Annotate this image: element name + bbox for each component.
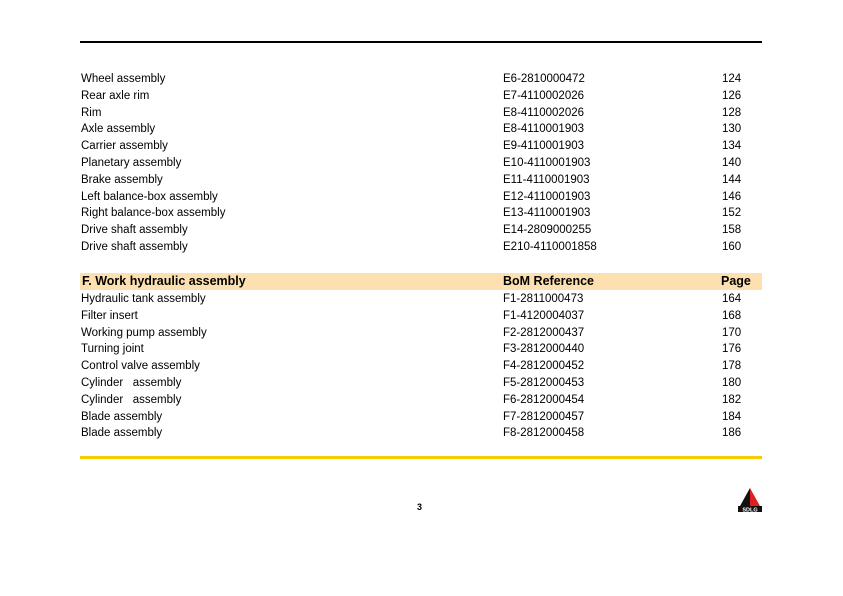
item-name: Rim (81, 106, 102, 119)
table-row: Filter insert F1-4120004037 168 (81, 308, 761, 325)
page-ref: 184 (722, 410, 742, 423)
sdlg-logo: SDLG (738, 488, 762, 513)
section-title: F. Work hydraulic assembly (82, 274, 246, 288)
item-name: Rear axle rim (81, 89, 150, 102)
bom-reference: E8-4110002026 (503, 106, 584, 119)
table-row: Blade assembly F7-2812000457 184 (81, 409, 761, 426)
bottom-rule (80, 456, 762, 459)
bom-reference: F5-2812000453 (503, 376, 585, 389)
item-name: Right balance-box assembly (81, 207, 226, 220)
bom-reference: E13-4110001903 (503, 207, 591, 220)
svg-text:SDLG: SDLG (742, 507, 757, 513)
page-ref: 130 (722, 123, 742, 136)
bom-reference: E11-4110001903 (503, 173, 590, 186)
page-ref: 176 (722, 343, 742, 356)
section-e-table: Wheel assembly E6-2810000472 124 Rear axle … (81, 71, 761, 256)
bom-reference: F7-2812000457 (503, 410, 585, 423)
bom-reference: F6-2812000454 (503, 393, 585, 406)
table-row: Brake assembly E11-4110001903 144 (81, 172, 761, 189)
page-ref: 182 (722, 393, 742, 406)
bom-reference: E210-4110001858 (503, 240, 597, 253)
item-name: Blade assembly (81, 427, 163, 440)
table-row: Drive shaft assembly E14-2809000255 158 (81, 222, 761, 239)
table-row: Planetary assembly E10-4110001903 140 (81, 155, 761, 172)
bom-reference: E6-2810000472 (503, 73, 585, 85)
item-name: Filter insert (81, 309, 138, 322)
section-f-header: F. Work hydraulic assembly BoM Reference… (80, 273, 762, 290)
bom-reference: E10-4110001903 (503, 156, 591, 169)
table-row: Control valve assembly F4-2812000452 178 (81, 358, 761, 375)
item-name: Brake assembly (81, 173, 163, 186)
table-row: Hydraulic tank assembly F1-2811000473 164 (81, 291, 761, 308)
bom-reference: E8-4110001903 (503, 123, 584, 136)
item-name: Hydraulic tank assembly (81, 293, 206, 305)
bom-reference: E9-4110001903 (503, 140, 584, 153)
bom-reference: F8-2812000458 (503, 427, 585, 440)
item-name: Cylinder assembly (81, 376, 182, 389)
bom-reference: F1-4120004037 (503, 309, 585, 322)
page-ref: 140 (722, 156, 742, 169)
bom-reference: E7-4110002026 (503, 89, 584, 102)
item-name: Cylinder assembly (81, 393, 182, 406)
table-row: Left balance-box assembly E12-4110001903 1… (81, 189, 761, 206)
item-name: Carrier assembly (81, 140, 168, 153)
table-row: Cylinder assembly F6-2812000454 182 (81, 392, 761, 409)
page-ref: 178 (722, 360, 742, 373)
page-ref: 128 (722, 106, 742, 119)
bom-reference: F4-2812000452 (503, 360, 585, 373)
table-row: Drive shaft assembly E210-4110001858 160 (81, 239, 761, 256)
item-name: Wheel assembly (81, 73, 166, 85)
page-ref: 164 (722, 293, 742, 305)
page-ref: 152 (722, 207, 742, 220)
table-row: Turning joint F3-2812000440 176 (81, 341, 761, 358)
table-row: Right balance-box assembly E13-4110001903… (81, 205, 761, 222)
page-ref: 160 (722, 240, 742, 253)
item-name: Axle assembly (81, 123, 156, 136)
section-f-table: Hydraulic tank assembly F1-2811000473 164 F… (81, 291, 761, 442)
item-name: Blade assembly (81, 410, 163, 423)
col-header-page: Page (721, 274, 751, 288)
item-name: Drive shaft assembly (81, 240, 188, 253)
bom-reference: F3-2812000440 (503, 343, 585, 356)
page-ref: 134 (722, 140, 742, 153)
col-header-ref: BoM Reference (503, 274, 594, 288)
table-row: Axle assembly E8-4110001903 130 (81, 121, 761, 138)
top-rule (80, 41, 762, 43)
bom-reference: F1-2811000473 (503, 293, 584, 305)
page-ref: 168 (722, 309, 742, 322)
item-name: Planetary assembly (81, 156, 182, 169)
item-name: Turning joint (81, 343, 144, 356)
page-ref: 158 (722, 224, 742, 237)
item-name: Control valve assembly (81, 360, 200, 373)
page-ref: 180 (722, 376, 742, 389)
page-ref: 126 (722, 89, 742, 102)
page-ref: 186 (722, 427, 742, 440)
item-name: Working pump assembly (81, 326, 207, 339)
bom-reference: F2-2812000437 (503, 326, 585, 339)
table-row: Rear axle rim E7-4110002026 126 (81, 88, 761, 105)
page-number: 3 (417, 502, 423, 512)
page-ref: 144 (722, 173, 742, 186)
table-row: Working pump assembly F2-2812000437 170 (81, 325, 761, 342)
table-row: Carrier assembly E9-4110001903 134 (81, 138, 761, 155)
page-ref: 170 (722, 326, 742, 339)
item-name: Left balance-box assembly (81, 190, 218, 203)
bom-reference: E14-2809000255 (503, 224, 592, 237)
item-name: Drive shaft assembly (81, 224, 188, 237)
page-ref: 124 (722, 73, 742, 85)
table-row: Wheel assembly E6-2810000472 124 (81, 71, 761, 88)
page-ref: 146 (722, 190, 742, 203)
table-row: Cylinder assembly F5-2812000453 180 (81, 375, 761, 392)
table-row: Rim E8-4110002026 128 (81, 105, 761, 122)
bom-reference: E12-4110001903 (503, 190, 591, 203)
table-row: Blade assembly F8-2812000458 186 (81, 425, 761, 442)
